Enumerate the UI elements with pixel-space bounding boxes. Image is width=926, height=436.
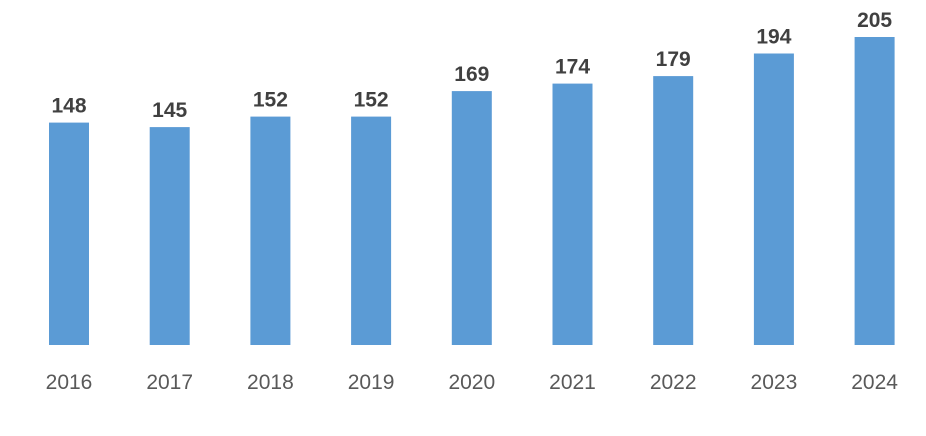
x-axis-tick-labels: 2016 2017 2018 2019 2020 2021 2022 2023 2024 (46, 371, 899, 394)
bar-2016 (49, 122, 89, 345)
data-label-2018: 152 (253, 89, 288, 112)
bar-2024 (854, 37, 895, 345)
bar-2022 (653, 76, 694, 345)
data-label-2016: 148 (51, 95, 86, 118)
x-tick-label-2016: 2016 (46, 371, 93, 394)
data-labels-layer: 148 145 152 152 169 174 179 194 205 (51, 9, 892, 122)
data-label-2023: 194 (756, 26, 791, 49)
data-label-2024: 205 (857, 9, 892, 32)
bar-2021 (552, 83, 593, 345)
bar-2020 (451, 91, 492, 345)
x-tick-label-2020: 2020 (448, 371, 495, 394)
data-label-2019: 152 (354, 89, 389, 112)
data-label-2020: 169 (454, 63, 489, 86)
x-tick-label-2019: 2019 (348, 371, 395, 394)
x-tick-label-2018: 2018 (247, 371, 294, 394)
x-tick-label-2023: 2023 (751, 371, 798, 394)
data-label-2017: 145 (152, 99, 187, 122)
bar-2019 (351, 116, 392, 345)
bars-layer (49, 37, 895, 345)
data-label-2021: 174 (555, 56, 590, 79)
bar-2017 (149, 127, 190, 345)
data-label-2022: 179 (656, 48, 691, 71)
x-tick-label-2021: 2021 (549, 371, 596, 394)
bar-2023 (753, 53, 794, 345)
x-tick-label-2024: 2024 (851, 371, 898, 394)
x-tick-label-2022: 2022 (650, 371, 697, 394)
x-tick-label-2017: 2017 (146, 371, 193, 394)
bar-2018 (250, 116, 291, 345)
